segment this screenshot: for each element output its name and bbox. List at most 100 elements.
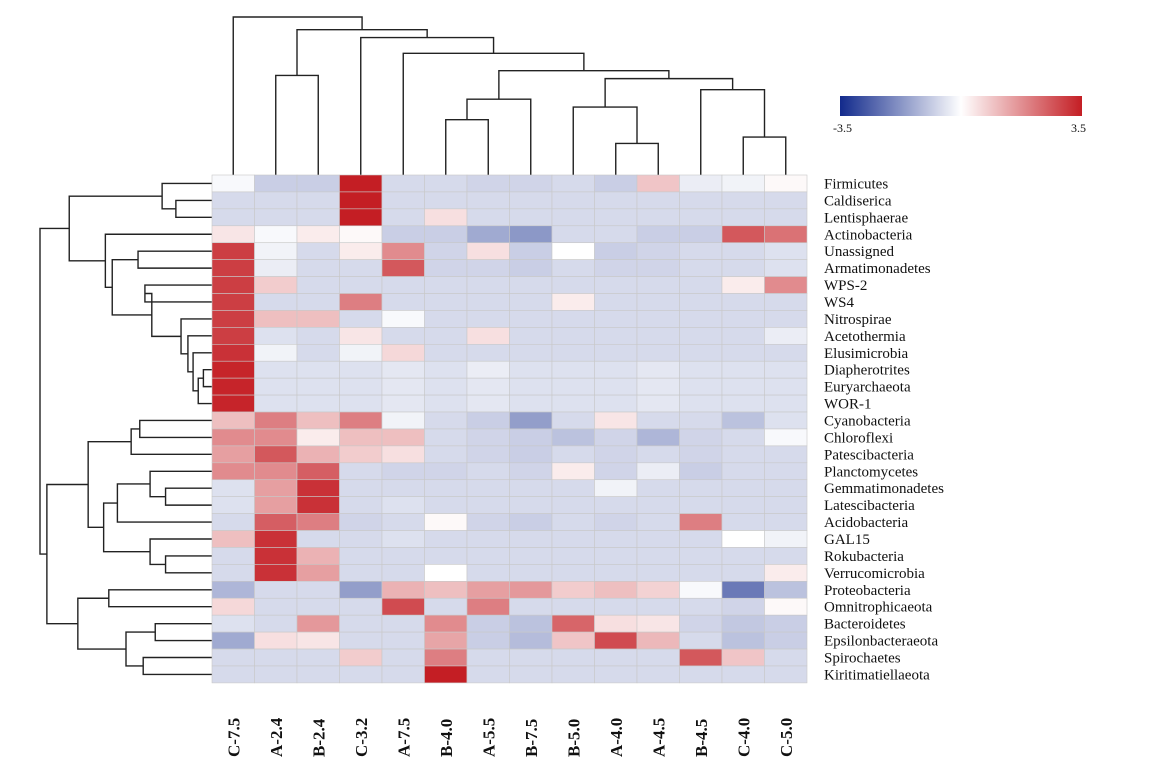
heatmap-cell: [381, 242, 425, 260]
heatmap-cell: [679, 276, 723, 294]
dendrogram-branch: [144, 284, 212, 303]
row-label: Nitrospirae: [824, 312, 892, 328]
heatmap-cell: [594, 276, 638, 294]
heatmap-cell: [211, 513, 255, 531]
dendrogram-branch: [102, 502, 151, 553]
heatmap-cell: [424, 191, 468, 210]
heatmap-cell: [509, 360, 553, 379]
heatmap-cell: [679, 411, 723, 430]
heatmap-cell: [211, 597, 255, 616]
heatmap-cell: [594, 614, 638, 633]
heatmap-cell: [721, 648, 765, 667]
heatmap-cell: [594, 411, 638, 430]
heatmap-cell: [339, 530, 383, 548]
heatmap-cell: [296, 547, 340, 565]
heatmap-cell: [381, 496, 425, 514]
dendrogram-branch: [108, 589, 212, 608]
row-label: Verrucomicrobia: [824, 566, 925, 582]
heatmap-cell: [509, 208, 553, 227]
heatmap-cell: [339, 208, 383, 227]
heatmap-cell: [339, 462, 383, 481]
heatmap-cell: [424, 411, 468, 430]
heatmap-cell: [679, 462, 723, 481]
heatmap-cell: [254, 614, 298, 633]
dendrogram-branch: [202, 368, 212, 388]
heatmap-cell: [339, 445, 383, 464]
heatmap-cell: [211, 530, 255, 548]
heatmap-cell: [424, 327, 468, 345]
heatmap-cell: [721, 174, 765, 193]
heatmap-cell: [339, 343, 383, 362]
heatmap-cell: [466, 394, 510, 413]
heatmap-cell: [594, 242, 638, 260]
heatmap-cell: [679, 428, 723, 447]
heatmap-cell: [339, 276, 383, 294]
heatmap-cell: [764, 242, 808, 260]
row-label: Latescibacteria: [824, 498, 915, 514]
heatmap-cell: [764, 530, 808, 548]
row-label: Spirochaetes: [824, 651, 901, 667]
heatmap-cell: [551, 259, 595, 277]
heatmap-cell: [466, 225, 510, 244]
heatmap-cell: [466, 648, 510, 667]
heatmap-cell: [381, 360, 425, 379]
heatmap-cell: [339, 581, 383, 599]
heatmap-cell: [381, 208, 425, 227]
heatmap-cell: [339, 564, 383, 582]
heatmap-cell: [381, 648, 425, 667]
heatmap-cell: [721, 242, 765, 260]
heatmap-cell: [721, 208, 765, 227]
dendrogram-branch: [164, 487, 212, 506]
heatmap-cell: [381, 445, 425, 464]
heatmap-cell: [211, 191, 255, 210]
heatmap-cell: [466, 360, 510, 379]
dendrogram-branch: [154, 622, 212, 642]
heatmap-cell: [296, 360, 340, 379]
heatmap-cell: [254, 394, 298, 413]
heatmap-cell: [764, 327, 808, 345]
heatmap-cell: [679, 310, 723, 328]
heatmap-cell: [254, 547, 298, 565]
heatmap-cell: [424, 174, 468, 193]
heatmap-cell: [509, 547, 553, 565]
heatmap-cell: [339, 547, 383, 565]
heatmap-cell: [721, 597, 765, 616]
heatmap-cell: [296, 242, 340, 260]
heatmap-cell: [381, 191, 425, 210]
heatmap-cell: [679, 665, 723, 684]
heatmap-cell: [594, 581, 638, 599]
heatmap-cell: [509, 310, 553, 328]
heatmap-cell: [339, 631, 383, 650]
heatmap-cell: [551, 614, 595, 633]
column-label: C-3.2: [352, 718, 371, 757]
column-label: C-4.0: [734, 718, 753, 757]
heatmap-cell: [339, 259, 383, 277]
dendrogram-branch: [104, 233, 212, 288]
heatmap-cell: [466, 665, 510, 684]
heatmap-cell: [296, 614, 340, 633]
heatmap-cell: [211, 174, 255, 193]
row-label: Acetothermia: [824, 329, 906, 345]
heatmap-cell: [636, 479, 680, 497]
heatmap-cell: [721, 614, 765, 633]
heatmap-cell: [636, 360, 680, 379]
heatmap-cell: [254, 428, 298, 447]
heatmap-cell: [381, 310, 425, 328]
column-label: B-4.5: [692, 719, 711, 757]
dendrogram-branch: [39, 227, 70, 555]
heatmap-cell: [424, 276, 468, 294]
dendrogram-branch: [116, 483, 212, 523]
heatmap-cell: [424, 665, 468, 684]
dendrogram-branch: [125, 631, 156, 667]
heatmap-cell: [551, 496, 595, 514]
heatmap-cell: [466, 631, 510, 650]
heatmap-cell: [296, 394, 340, 413]
heatmap-cell: [764, 259, 808, 277]
color-scale-max-label: 3.5: [1071, 121, 1086, 135]
heatmap-cell: [636, 631, 680, 650]
heatmap-cell: [254, 276, 298, 294]
heatmap-cell: [296, 174, 340, 193]
heatmap-cell: [679, 547, 723, 565]
heatmap-cell: [721, 394, 765, 413]
heatmap-cell: [424, 225, 468, 244]
